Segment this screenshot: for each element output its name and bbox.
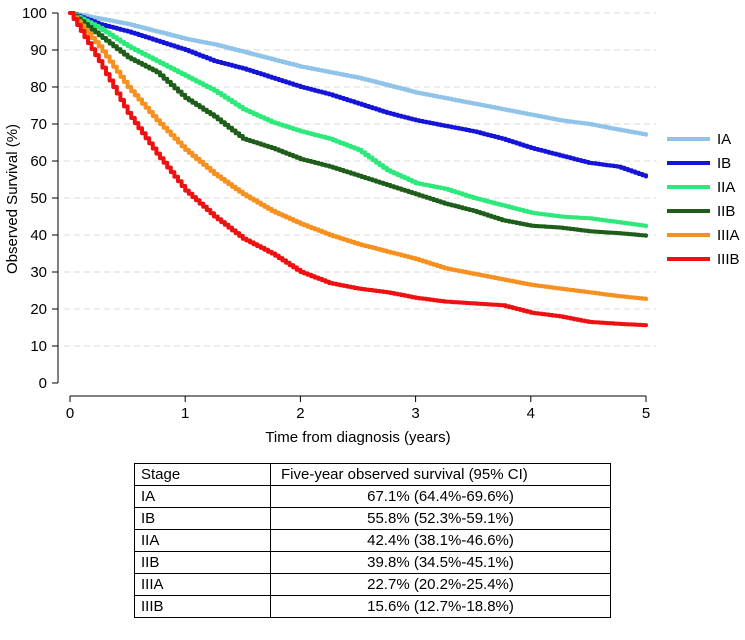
table-cell-survival: 39.8% (34.5%-45.1%) <box>270 551 611 574</box>
table-cell-survival: 15.6% (12.7%-18.8%) <box>270 595 611 618</box>
y-tick-label: 100 <box>22 5 47 22</box>
y-tick-label: 0 <box>39 375 47 392</box>
table-row: IA 67.1% (64.4%-69.6%) <box>134 485 611 508</box>
y-tick-label: 50 <box>30 190 47 207</box>
table-row: IIA 42.4% (38.1%-46.6%) <box>134 529 611 552</box>
table-header-row: Stage Five-year observed survival (95% C… <box>134 463 611 486</box>
y-tick-label: 20 <box>30 301 47 318</box>
x-tick-label: 1 <box>181 405 189 422</box>
grid-lines <box>64 12 656 347</box>
x-tick-label: 4 <box>527 405 535 422</box>
series-line-iia <box>68 11 648 229</box>
table-header-survival: Five-year observed survival (95% CI) <box>270 463 611 486</box>
y-tick-label: 30 <box>30 264 47 281</box>
x-tick-label: 3 <box>411 405 419 422</box>
table-cell-stage: IB <box>134 507 271 530</box>
legend-label-iiib: IIIB <box>717 251 740 268</box>
series-line-ia <box>68 11 648 137</box>
table-row: IIIA 22.7% (20.2%-25.4%) <box>134 573 611 596</box>
series-line-ib <box>68 11 648 179</box>
legend-label-iiia: IIIA <box>717 227 740 244</box>
axes: 0 10 20 30 40 50 60 70 80 90 100 0 1 2 3 4 5 <box>22 5 650 422</box>
table-cell-survival: 42.4% (38.1%-46.6%) <box>270 529 611 552</box>
table-cell-survival: 67.1% (64.4%-69.6%) <box>270 485 611 508</box>
x-tick-label: 2 <box>296 405 304 422</box>
table-row: IIB 39.8% (34.5%-45.1%) <box>134 551 611 574</box>
legend: IA IB IIA IIB IIIA IIIB <box>667 131 740 268</box>
table-row: IB 55.8% (52.3%-59.1%) <box>134 507 611 530</box>
table-cell-stage: IIA <box>134 529 271 552</box>
y-tick-label: 80 <box>30 79 47 96</box>
series-line-iiia <box>68 11 648 301</box>
table-cell-survival: 22.7% (20.2%-25.4%) <box>270 573 611 596</box>
table-cell-stage: IIIB <box>134 595 271 618</box>
table-header-stage: Stage <box>134 463 271 486</box>
survival-table: Stage Five-year observed survival (95% C… <box>134 463 611 618</box>
x-axis-label: Time from diagnosis (years) <box>265 429 450 446</box>
y-tick-label: 90 <box>30 42 47 59</box>
legend-label-ib: IB <box>717 155 731 172</box>
table-cell-stage: IA <box>134 485 271 508</box>
table-cell-stage: IIB <box>134 551 271 574</box>
legend-label-iib: IIB <box>717 203 735 220</box>
table-cell-survival: 55.8% (52.3%-59.1%) <box>270 507 611 530</box>
x-tick-label: 0 <box>66 405 74 422</box>
legend-label-ia: IA <box>717 131 731 148</box>
legend-label-iia: IIA <box>717 179 735 196</box>
y-tick-label: 40 <box>30 227 47 244</box>
table-cell-stage: IIIA <box>134 573 271 596</box>
y-axis-label: Observed Survival (%) <box>4 124 21 274</box>
series-line-iib <box>68 11 648 238</box>
series-line-iiib <box>68 11 648 328</box>
x-tick-label: 5 <box>642 405 650 422</box>
table-row: IIIB 15.6% (12.7%-18.8%) <box>134 595 611 618</box>
y-tick-label: 60 <box>30 153 47 170</box>
y-tick-label: 10 <box>30 338 47 355</box>
y-tick-label: 70 <box>30 116 47 133</box>
series-lines <box>68 11 648 328</box>
